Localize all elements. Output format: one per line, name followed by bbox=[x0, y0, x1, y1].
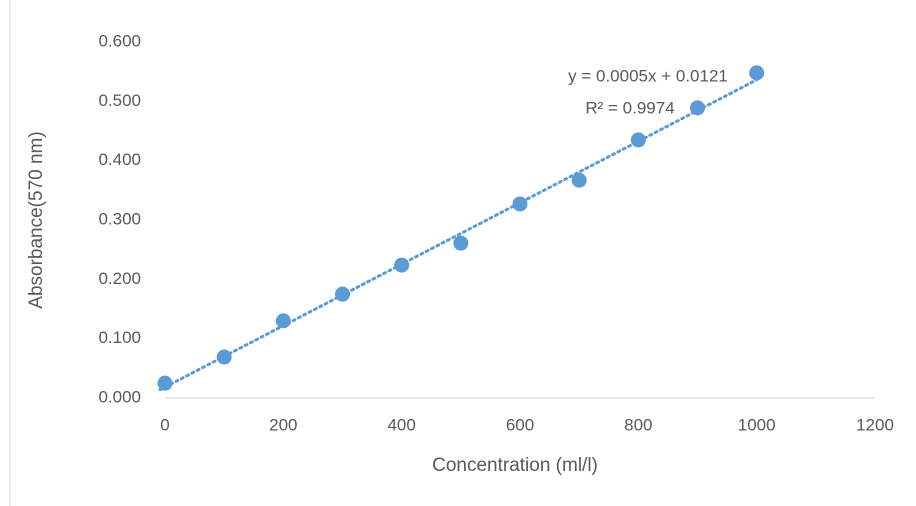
data-point bbox=[453, 235, 469, 251]
trendline-equation: y = 0.0005x + 0.0121 bbox=[568, 66, 728, 85]
x-axis-title: Concentration (ml/l) bbox=[432, 455, 598, 476]
y-tick-label: 0.300 bbox=[98, 209, 141, 228]
data-point bbox=[749, 65, 765, 81]
data-point bbox=[394, 257, 410, 273]
x-tick-label: 0 bbox=[160, 415, 169, 434]
y-tick-label: 0.200 bbox=[98, 269, 141, 288]
x-tick-label: 200 bbox=[269, 415, 297, 434]
y-tick-label: 0.500 bbox=[98, 91, 141, 110]
x-tick-label: 800 bbox=[624, 415, 652, 434]
y-tick-label: 0.000 bbox=[98, 387, 141, 406]
x-tick-label: 1200 bbox=[856, 415, 894, 434]
data-point bbox=[335, 286, 350, 302]
trendline-r-squared: R² = 0.9974 bbox=[585, 98, 674, 117]
data-point bbox=[630, 132, 646, 148]
data-point bbox=[512, 196, 528, 212]
x-tick-label: 1000 bbox=[738, 415, 776, 434]
y-tick-label: 0.600 bbox=[98, 31, 141, 50]
x-tick-label: 600 bbox=[506, 415, 534, 434]
y-tick-label: 0.400 bbox=[98, 150, 141, 169]
y-tick-label: 0.100 bbox=[98, 328, 141, 347]
data-point bbox=[157, 375, 173, 391]
y-axis-title: Absorbance(570 nm) bbox=[26, 131, 47, 308]
data-point bbox=[216, 349, 232, 365]
trendline bbox=[158, 78, 759, 392]
data-point bbox=[690, 100, 705, 116]
data-point bbox=[571, 172, 587, 188]
x-tick-label: 400 bbox=[387, 415, 415, 434]
data-point bbox=[275, 313, 291, 329]
